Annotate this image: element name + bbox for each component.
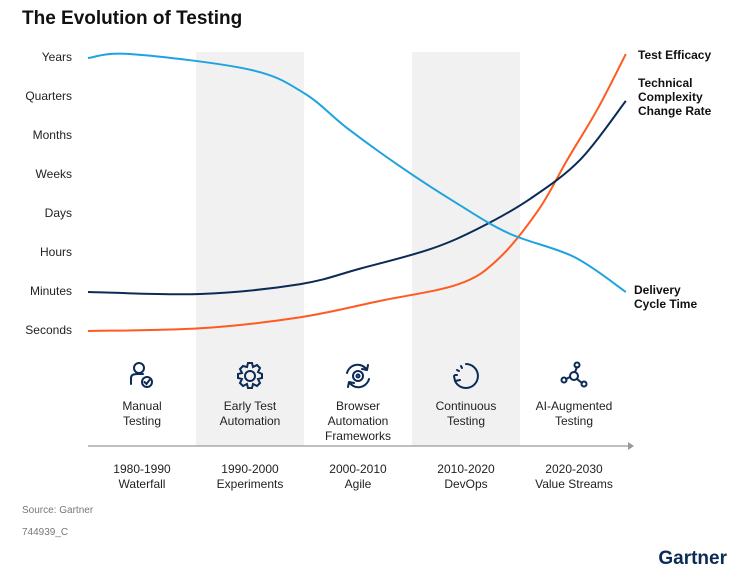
circular-arrow-icon [453,363,479,389]
era-years: 2020-2030 [545,462,603,476]
chart-title: The Evolution of Testing [22,8,243,29]
gear-cycle-icon [346,363,370,389]
series-line-technical-complexity-change-rate [87,100,627,296]
label-delivery-cycle-time: Delivery Cycle Time [634,283,698,311]
document-code: 744939_C [22,527,69,538]
era-name: DevOps [444,477,488,491]
gear-icon [237,362,263,389]
source-note: Source: Gartner [22,505,94,516]
era-years: 2010-2020 [437,462,495,476]
x-axis-arrow [628,442,634,450]
era-label: 1980-1990 Waterfall [88,462,196,492]
era-label: 2000-2010 Agile [304,462,412,492]
label-test-efficacy: Test Efficacy [638,48,712,62]
series-line-delivery-cycle-time [87,52,627,293]
person-check-icon [130,362,153,388]
era-years: 2000-2010 [329,462,387,476]
y-tick-label: Days [44,206,72,220]
network-node-icon [560,361,588,388]
era-years: 1990-2000 [221,462,279,476]
y-tick-label: Years [41,50,72,64]
y-tick-label: Quarters [25,89,72,103]
stage-label: Browser Automation Frameworks [324,399,391,443]
stage-label: Early Test Automation [219,399,281,428]
label-technical-complexity: Technical Complexity Change Rate [638,76,712,118]
gartner-logo: Gartner [658,548,727,569]
era-name: Experiments [216,477,284,491]
era-band [196,52,304,446]
era-years: 1980-1990 [113,462,171,476]
y-tick-label: Weeks [35,167,72,181]
y-tick-label: Months [32,128,72,142]
era-label: 2010-2020 DevOps [412,462,520,492]
era-name: Value Streams [535,477,613,491]
series-line-test-efficacy [87,53,627,332]
y-tick-label: Seconds [25,323,72,337]
era-name: Waterfall [118,477,166,491]
stage-label: Continuous Testing [435,399,497,428]
era-label: 2020-2030 Value Streams [520,462,628,492]
stage-label: AI-Augmented Testing [535,399,613,428]
y-tick-label: Minutes [29,284,72,298]
era-name: Agile [344,477,372,491]
era-label: 1990-2000 Experiments [196,462,304,492]
y-tick-label: Hours [39,245,72,259]
stage-label: Manual Testing [122,399,162,428]
